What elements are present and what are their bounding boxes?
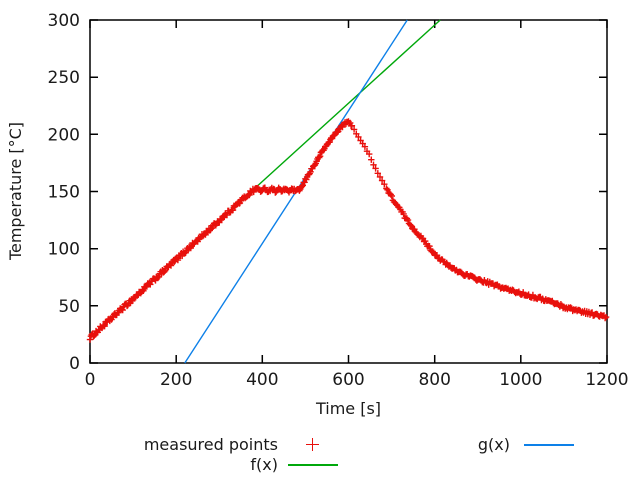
y-axis-title: Temperature [°C]	[6, 121, 25, 261]
svg-text:300: 300	[48, 11, 80, 31]
x-axis-title: Time [s]	[315, 399, 382, 418]
svg-text:400: 400	[246, 370, 278, 390]
svg-text:200: 200	[48, 125, 80, 145]
svg-text:800: 800	[418, 370, 450, 390]
svg-text:100: 100	[48, 240, 80, 260]
series-measured-points	[86, 118, 610, 343]
svg-text:0: 0	[85, 370, 96, 390]
svg-text:250: 250	[48, 68, 80, 88]
tick-labels: 0 200 400 600 800 1000 1200 0 50 100 150 200 250 300	[48, 11, 629, 390]
legend-plus-marker-icon	[306, 438, 319, 451]
legend-label-measured-points: measured points	[143, 435, 278, 454]
legend-line-sample-fx	[288, 464, 338, 466]
axes	[89, 19, 608, 364]
legend-label-gx: g(x)	[477, 435, 510, 454]
svg-text:1200: 1200	[585, 370, 628, 390]
svg-text:50: 50	[58, 297, 80, 317]
svg-text:200: 200	[160, 370, 192, 390]
legend-line-sample-gx	[524, 444, 574, 446]
plus-bar	[311, 438, 314, 451]
svg-text:1000: 1000	[499, 370, 542, 390]
svg-text:150: 150	[48, 183, 80, 203]
svg-text:600: 600	[332, 370, 364, 390]
svg-text:0: 0	[69, 354, 80, 374]
legend-label-fx: f(x)	[250, 455, 278, 474]
